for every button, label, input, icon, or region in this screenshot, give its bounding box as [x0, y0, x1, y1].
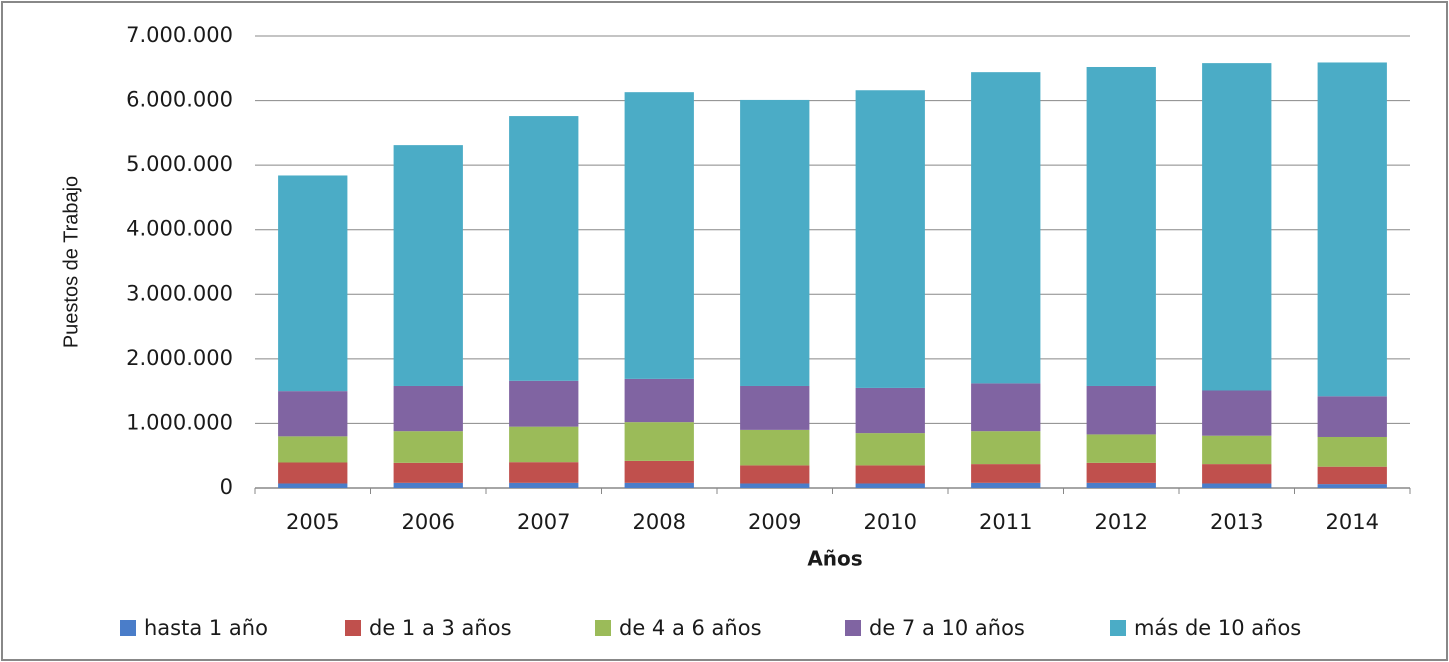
bar-segment: [624, 482, 694, 488]
legend-swatch: [1110, 620, 1126, 636]
legend-label: de 4 a 6 años: [619, 616, 762, 640]
bar-segment: [624, 460, 694, 483]
x-tick-label: 2008: [633, 510, 686, 534]
legend-label: hasta 1 año: [144, 616, 268, 640]
bar-segment: [393, 482, 463, 488]
y-tick-label: 6.000.000: [126, 88, 233, 112]
bar-segment: [740, 99, 810, 386]
bar-segment: [393, 462, 463, 483]
bar-segment: [1086, 66, 1156, 386]
x-tick-label: 2005: [286, 510, 339, 534]
bar-segment: [740, 385, 810, 430]
bar-segment: [1202, 464, 1272, 484]
bar-segment: [1086, 462, 1156, 483]
bar-segment: [278, 175, 348, 392]
bar-segment: [1086, 385, 1156, 435]
bar-segment: [1086, 482, 1156, 488]
x-tick-label: 2007: [517, 510, 570, 534]
y-tick-label: 0: [220, 475, 233, 499]
bar-segment: [624, 422, 694, 461]
y-tick-label: 1.000.000: [126, 410, 233, 434]
x-tick-label: 2011: [979, 510, 1032, 534]
y-tick-label: 7.000.000: [126, 23, 233, 47]
bar-segment: [278, 436, 348, 463]
bar-segment: [1202, 63, 1272, 391]
bar-segment: [855, 387, 925, 434]
legend-swatch: [845, 620, 861, 636]
bar-segment: [971, 464, 1041, 483]
bar-segment: [1317, 466, 1387, 485]
y-tick-label: 4.000.000: [126, 217, 233, 241]
legend-swatch: [345, 620, 361, 636]
bar-segment: [1317, 484, 1387, 488]
bar-segment: [278, 483, 348, 488]
bar-segment: [1202, 483, 1272, 488]
bar-segment: [393, 145, 463, 386]
bar-segment: [855, 465, 925, 484]
x-tick-label: 2013: [1210, 510, 1263, 534]
y-tick-label: 3.000.000: [126, 281, 233, 305]
bar-segment: [624, 378, 694, 423]
x-tick-label: 2010: [864, 510, 917, 534]
bar-segment: [971, 72, 1041, 384]
legend-label: de 7 a 10 años: [869, 616, 1025, 640]
bar-segment: [509, 426, 579, 463]
y-tick-label: 5.000.000: [126, 152, 233, 176]
bar-segment: [1202, 390, 1272, 436]
bar-segment: [740, 429, 810, 466]
x-axis-title: Años: [807, 547, 862, 571]
legend-swatch: [595, 620, 611, 636]
bar-segment: [1317, 62, 1387, 397]
bar-segment: [1202, 435, 1272, 465]
bar-segment: [509, 116, 579, 381]
bar-segment: [278, 462, 348, 484]
x-tick-label: 2014: [1326, 510, 1379, 534]
y-axis-title: Puestos de Trabajo: [60, 176, 82, 348]
legend-label: de 1 a 3 años: [369, 616, 512, 640]
bar-segment: [1086, 434, 1156, 463]
bar-segment: [740, 465, 810, 484]
y-tick-label: 2.000.000: [126, 346, 233, 370]
bar-segment: [393, 431, 463, 463]
bar-segment: [278, 391, 348, 437]
bar-segment: [740, 483, 810, 488]
bar-segment: [971, 383, 1041, 432]
bar-segment: [971, 431, 1041, 465]
bar-segment: [1317, 436, 1387, 467]
x-tick-label: 2006: [402, 510, 455, 534]
x-tick-label: 2009: [748, 510, 801, 534]
bar-segment: [855, 433, 925, 466]
bar-segment: [624, 92, 694, 379]
x-tick-label: 2012: [1095, 510, 1148, 534]
bar-segment: [509, 482, 579, 488]
bar-segment: [393, 385, 463, 432]
legend-label: más de 10 años: [1134, 616, 1301, 640]
bar-segment: [509, 462, 579, 483]
bar-segment: [855, 483, 925, 488]
bar-segment: [1317, 396, 1387, 437]
legend-swatch: [120, 620, 136, 636]
bar-segment: [509, 380, 579, 427]
bar-segment: [855, 90, 925, 388]
bar-segment: [971, 482, 1041, 488]
